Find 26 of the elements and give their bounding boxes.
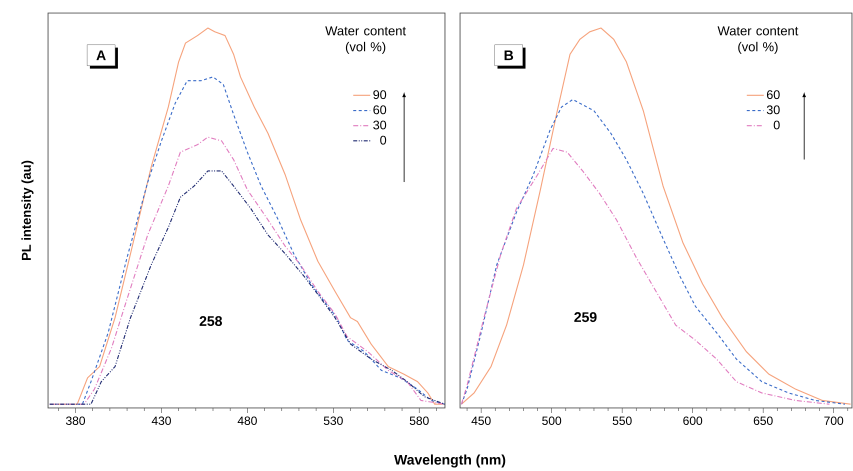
- x-tick-label: 580: [410, 416, 429, 425]
- legend-label: 0: [774, 120, 780, 130]
- legend-label: 60: [373, 105, 386, 114]
- legend-title: Water content (vol %): [325, 26, 406, 54]
- x-tick-label: 450: [471, 416, 491, 425]
- annotation: B: [504, 50, 514, 60]
- legend-label: 60: [766, 90, 780, 100]
- x-tick-label: 380: [66, 416, 86, 425]
- x-tick-label: 530: [324, 416, 343, 425]
- x-axis-title: Wavelength (nm): [394, 454, 506, 468]
- legend-label: 90: [373, 90, 386, 100]
- x-tick-label: 700: [824, 416, 844, 425]
- annotation: A: [96, 50, 106, 60]
- x-tick-label: 550: [612, 416, 632, 425]
- x-tick-label: 650: [754, 416, 773, 425]
- legend-label: 0: [380, 136, 386, 145]
- x-tick-label: 500: [542, 416, 562, 425]
- x-tick-label: 430: [152, 416, 171, 425]
- annotation: 258: [200, 316, 222, 326]
- legend-label: 30: [373, 120, 386, 130]
- y-axis-title: PL intensity (au): [21, 160, 34, 260]
- legend-label: 30: [766, 105, 780, 114]
- x-tick-label: 600: [683, 416, 702, 425]
- legend-title: Water content (vol %): [718, 26, 798, 54]
- x-tick-label: 480: [238, 416, 257, 425]
- annotation: 259: [574, 312, 597, 322]
